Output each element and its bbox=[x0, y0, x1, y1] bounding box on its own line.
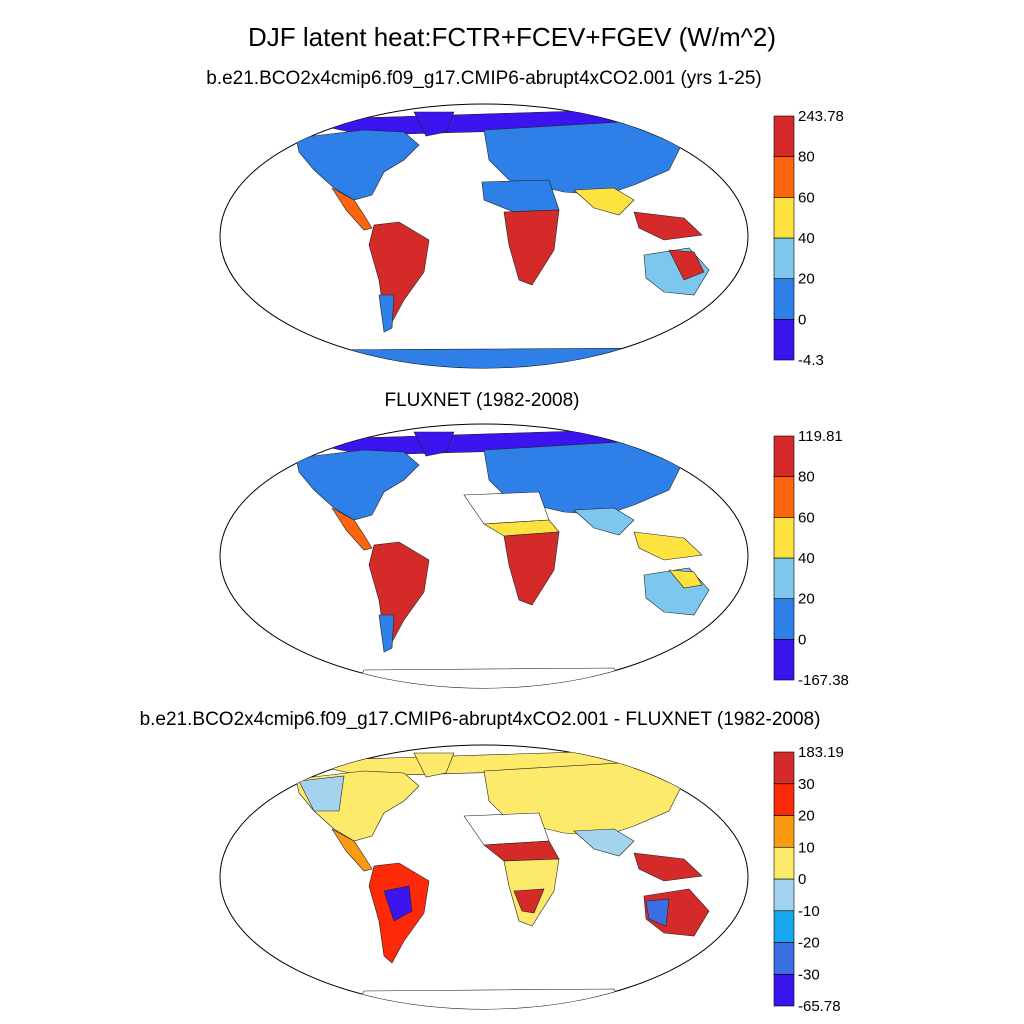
colorbar-label: 183.19 bbox=[798, 744, 844, 761]
colorbar-label: 0 bbox=[798, 311, 806, 328]
colorbar-bin bbox=[773, 237, 795, 279]
colorbar-bin bbox=[773, 815, 795, 848]
colorbar-bin bbox=[773, 639, 795, 681]
greenland bbox=[413, 431, 455, 457]
colorbar-bin bbox=[773, 278, 795, 320]
south-asia bbox=[573, 507, 635, 536]
australia-north bbox=[668, 249, 705, 281]
se-asia bbox=[633, 211, 703, 241]
colorbar-bin bbox=[773, 783, 795, 816]
north-america-west bbox=[298, 775, 345, 812]
colorbar-bin bbox=[773, 517, 795, 559]
colorbar-bin bbox=[773, 476, 795, 518]
colorbar-model: 243.78 80 60 40 20 0 -4.3 bbox=[773, 108, 844, 369]
colorbar-label: 80 bbox=[798, 149, 815, 166]
colorbar-label: 243.78 bbox=[798, 108, 844, 125]
colorbar-bin bbox=[773, 435, 795, 477]
panel-1-subtitle: b.e21.BCO2x4cmip6.f09_g17.CMIP6-abrupt4x… bbox=[206, 68, 762, 89]
africa-south-red bbox=[513, 888, 545, 914]
antarctica bbox=[353, 988, 625, 1009]
north-america bbox=[295, 449, 420, 521]
colorbar-bin bbox=[773, 115, 795, 157]
colorbar-label: -167.38 bbox=[798, 672, 849, 689]
colorbar-label: 20 bbox=[798, 808, 815, 825]
colorbar-label: 20 bbox=[798, 271, 815, 288]
se-asia bbox=[633, 531, 703, 561]
south-asia bbox=[573, 187, 635, 216]
colorbar-label: 30 bbox=[798, 776, 815, 793]
se-asia bbox=[633, 852, 703, 882]
model-latent-heat-map bbox=[219, 103, 749, 369]
colorbar-label: 40 bbox=[798, 230, 815, 247]
colorbar-label: 119.81 bbox=[798, 428, 843, 445]
colorbar-bin bbox=[773, 846, 795, 880]
colorbar-bin bbox=[773, 197, 795, 239]
colorbar-bin bbox=[773, 319, 795, 361]
central-america bbox=[331, 507, 373, 551]
figure-title: DJF latent heat:FCTR+FCEV+FGEV (W/m^2) bbox=[248, 22, 776, 52]
panel-3-subtitle: b.e21.BCO2x4cmip6.f09_g17.CMIP6-abrupt4x… bbox=[139, 709, 821, 730]
colorbar-bin bbox=[773, 156, 795, 198]
colorbar-label: -30 bbox=[798, 966, 820, 983]
colorbar-label: 40 bbox=[798, 550, 815, 567]
fluxnet-latent-heat-map bbox=[219, 423, 749, 689]
africa-south bbox=[503, 531, 560, 606]
difference-latent-heat-map bbox=[219, 744, 749, 1010]
antarctica bbox=[353, 667, 625, 688]
colorbar-label: 60 bbox=[798, 189, 815, 206]
colorbar-fluxnet: 119.81 80 60 40 20 0 -167.38 bbox=[773, 428, 849, 689]
australia-north bbox=[668, 569, 703, 589]
colorbar-bin bbox=[773, 942, 795, 975]
colorbar-bin bbox=[773, 910, 795, 943]
south-america-blue bbox=[383, 885, 413, 922]
central-america bbox=[331, 187, 373, 231]
colorbar-bin bbox=[773, 878, 795, 912]
colorbar-label: -4.3 bbox=[798, 352, 824, 369]
south-america-south bbox=[378, 294, 395, 333]
colorbar-label: 20 bbox=[798, 591, 815, 608]
colorbar-label: 10 bbox=[798, 839, 815, 856]
central-america bbox=[331, 828, 373, 872]
south-america-south bbox=[378, 614, 395, 653]
colorbar-label: -65.78 bbox=[798, 998, 841, 1015]
colorbar-label: 60 bbox=[798, 509, 815, 526]
colorbar-label: -20 bbox=[798, 935, 820, 952]
colorbar-bin bbox=[773, 598, 795, 640]
australia-west bbox=[645, 898, 670, 927]
colorbar-bin bbox=[773, 557, 795, 599]
greenland bbox=[413, 111, 455, 137]
colorbar-difference: 183.19 30 20 10 0 -10 -20 -30 -65.78 bbox=[773, 744, 844, 1015]
colorbar-bin bbox=[773, 973, 795, 1007]
colorbar-bin bbox=[773, 751, 795, 785]
colorbar-label: 0 bbox=[798, 631, 806, 648]
greenland bbox=[413, 752, 455, 778]
colorbar-label: 80 bbox=[798, 469, 815, 486]
panel-2-subtitle: FLUXNET (1982-2008) bbox=[384, 390, 580, 411]
south-asia bbox=[573, 828, 635, 857]
colorbar-label: 0 bbox=[798, 871, 806, 888]
north-america bbox=[295, 129, 420, 201]
africa-south bbox=[503, 209, 560, 286]
colorbar-label: -10 bbox=[798, 903, 820, 920]
